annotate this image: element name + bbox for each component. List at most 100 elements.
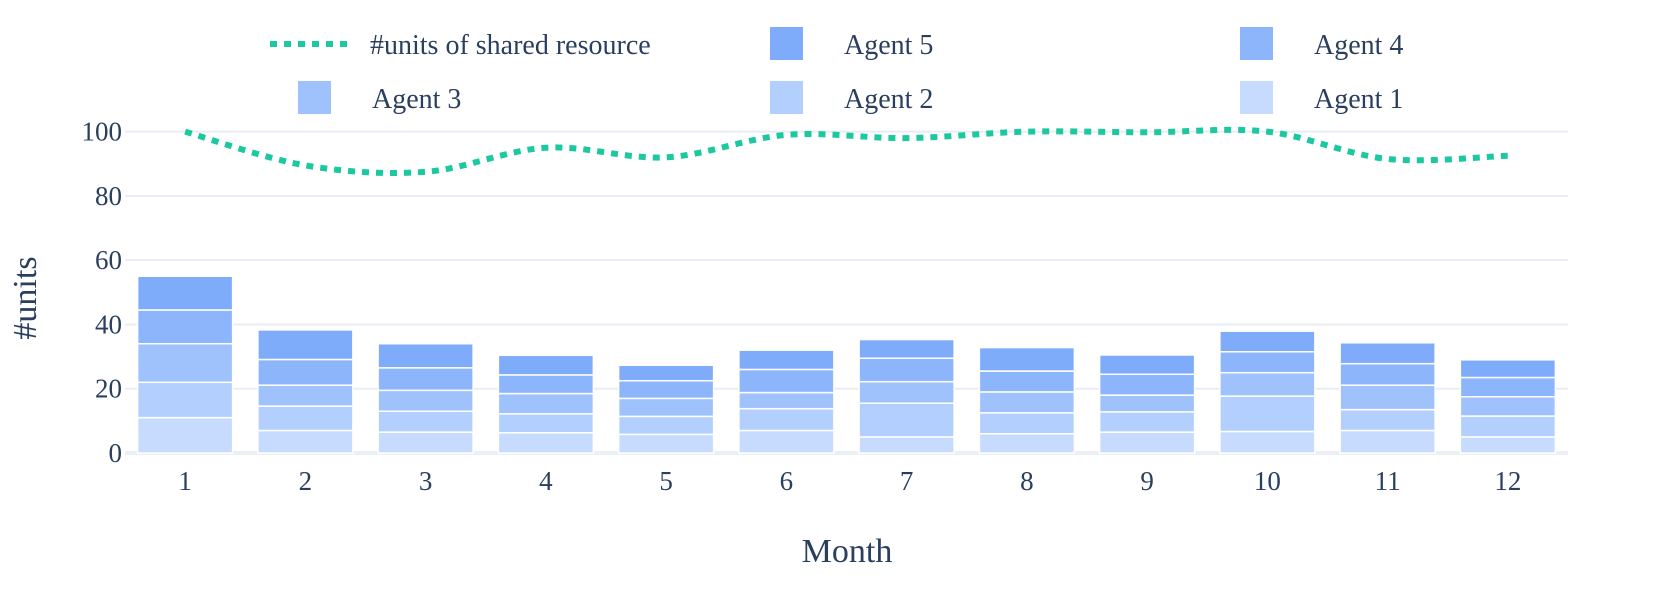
legend-item-agent-2[interactable]: Agent 2 xyxy=(770,81,933,115)
bar-agent-4-month-4 xyxy=(497,374,595,395)
bar-agent-2-month-7 xyxy=(858,402,955,438)
legend-label-agent-2: Agent 2 xyxy=(844,84,933,115)
bar-agent-4-month-8 xyxy=(978,370,1076,393)
bar-agent-1-month-1 xyxy=(136,416,234,454)
bar-agent-4-month-5 xyxy=(617,379,715,400)
bar-agent-5-month-1 xyxy=(136,275,234,311)
bar-agent-1-month-12 xyxy=(1459,436,1557,454)
bar-agent-4-month-2 xyxy=(257,358,354,386)
bar-agent-4-month-7 xyxy=(858,357,955,383)
legend-swatch-agent-5 xyxy=(770,27,803,60)
bars xyxy=(136,275,1557,454)
legend-swatch-agent-2 xyxy=(770,81,803,114)
bar-agent-5-month-12 xyxy=(1459,359,1557,379)
legend-label-agent-5: Agent 5 xyxy=(844,30,933,61)
bar-agent-2-month-3 xyxy=(377,410,474,433)
bar-agent-5-month-2 xyxy=(257,329,354,361)
bar-agent-5-month-4 xyxy=(497,354,595,376)
bar-agent-1-month-4 xyxy=(497,432,595,454)
bar-agent-3-month-6 xyxy=(738,391,835,410)
y-axis-title: #units xyxy=(7,256,44,339)
shared-resource-line xyxy=(184,126,1508,176)
bar-agent-1-month-2 xyxy=(257,429,354,454)
x-tick-8: 8 xyxy=(1020,466,1034,496)
legend-swatch-agent-4 xyxy=(1240,27,1273,60)
bar-agent-5-month-10 xyxy=(1219,330,1316,353)
x-tick-9: 9 xyxy=(1140,466,1154,496)
bar-agent-5-month-3 xyxy=(377,342,474,369)
x-axis-title: Month xyxy=(802,533,893,570)
x-tick-12: 12 xyxy=(1494,466,1521,496)
y-tick-40: 40 xyxy=(95,309,122,339)
y-tick-60: 60 xyxy=(95,245,122,275)
bar-agent-3-month-5 xyxy=(617,397,715,418)
bar-agent-3-month-8 xyxy=(978,391,1076,414)
legend-label-units-of-shared-resource: #units of shared resource xyxy=(370,30,651,61)
x-tick-5: 5 xyxy=(659,466,673,496)
bar-agent-3-month-12 xyxy=(1459,396,1557,417)
bar-agent-3-month-10 xyxy=(1219,371,1316,397)
y-tick-labels: 0 20 40 60 80 100 xyxy=(82,117,123,468)
bar-agent-1-month-7 xyxy=(858,436,955,454)
bar-agent-3-month-3 xyxy=(377,389,474,412)
bar-agent-4-month-1 xyxy=(136,309,234,345)
y-tick-80: 80 xyxy=(95,181,122,211)
bar-agent-4-month-6 xyxy=(738,368,835,394)
bar-agent-3-month-7 xyxy=(858,380,955,404)
gridlines xyxy=(125,130,1568,455)
legend-item-agent-1[interactable]: Agent 1 xyxy=(1240,81,1403,115)
x-tick-7: 7 xyxy=(900,466,914,496)
x-tick-labels: 1 2 3 4 5 6 7 8 9 10 11 12 xyxy=(178,466,1521,496)
bar-agent-2-month-1 xyxy=(136,381,234,419)
bar-agent-4-month-11 xyxy=(1339,362,1436,386)
legend-swatch-agent-3 xyxy=(298,81,331,114)
legend-item-agent-3[interactable]: Agent 3 xyxy=(298,81,461,115)
bar-agent-1-month-6 xyxy=(738,429,835,454)
bar-agent-2-month-5 xyxy=(617,415,715,436)
bar-agent-3-month-9 xyxy=(1098,394,1196,413)
bar-agent-1-month-10 xyxy=(1219,430,1316,454)
bar-agent-4-month-9 xyxy=(1098,373,1196,396)
legend-item-agent-5[interactable]: Agent 5 xyxy=(770,27,933,61)
bar-agent-1-month-9 xyxy=(1098,431,1196,454)
bar-agent-5-month-11 xyxy=(1339,342,1436,365)
legend-label-agent-3: Agent 3 xyxy=(372,84,461,115)
bar-agent-5-month-7 xyxy=(858,338,955,359)
bar-agent-3-month-11 xyxy=(1339,384,1436,411)
bar-agent-2-month-10 xyxy=(1219,395,1316,433)
x-tick-10: 10 xyxy=(1254,466,1281,496)
bar-agent-2-month-11 xyxy=(1339,408,1436,432)
legend-label-agent-1: Agent 1 xyxy=(1314,84,1403,115)
bar-agent-3-month-2 xyxy=(257,384,354,407)
bar-agent-1-month-8 xyxy=(978,432,1076,454)
bar-agent-3-month-4 xyxy=(497,392,595,415)
bar-agent-2-month-2 xyxy=(257,405,354,432)
bar-agent-4-month-12 xyxy=(1459,376,1557,398)
x-tick-11: 11 xyxy=(1375,466,1401,496)
x-tick-3: 3 xyxy=(419,466,433,496)
bar-agent-2-month-12 xyxy=(1459,415,1557,438)
bar-agent-2-month-8 xyxy=(978,412,1076,435)
bar-agent-3-month-1 xyxy=(136,342,234,384)
bar-agent-4-month-10 xyxy=(1219,351,1316,374)
legend-item-units-of-shared-resource[interactable]: #units of shared resource xyxy=(270,30,651,61)
bar-agent-5-month-5 xyxy=(617,364,715,382)
legend: #units of shared resource Agent 5 Agent 4 A… xyxy=(270,27,1403,115)
bar-agent-1-month-3 xyxy=(377,431,474,454)
bar-agent-2-month-6 xyxy=(738,407,835,432)
line-units-of-shared-resource xyxy=(184,126,1508,176)
y-tick-100: 100 xyxy=(82,117,123,147)
legend-swatch-agent-1 xyxy=(1240,81,1273,114)
x-tick-6: 6 xyxy=(780,466,794,496)
legend-label-agent-4: Agent 4 xyxy=(1314,30,1403,61)
x-tick-4: 4 xyxy=(539,466,553,496)
bar-agent-1-month-11 xyxy=(1339,429,1436,454)
bar-agent-1-month-5 xyxy=(617,433,715,454)
bar-agent-2-month-4 xyxy=(497,413,595,434)
y-tick-0: 0 xyxy=(109,438,123,468)
legend-item-agent-4[interactable]: Agent 4 xyxy=(1240,27,1403,61)
x-tick-2: 2 xyxy=(299,466,313,496)
x-tick-1: 1 xyxy=(178,466,192,496)
bar-agent-2-month-9 xyxy=(1098,411,1196,433)
